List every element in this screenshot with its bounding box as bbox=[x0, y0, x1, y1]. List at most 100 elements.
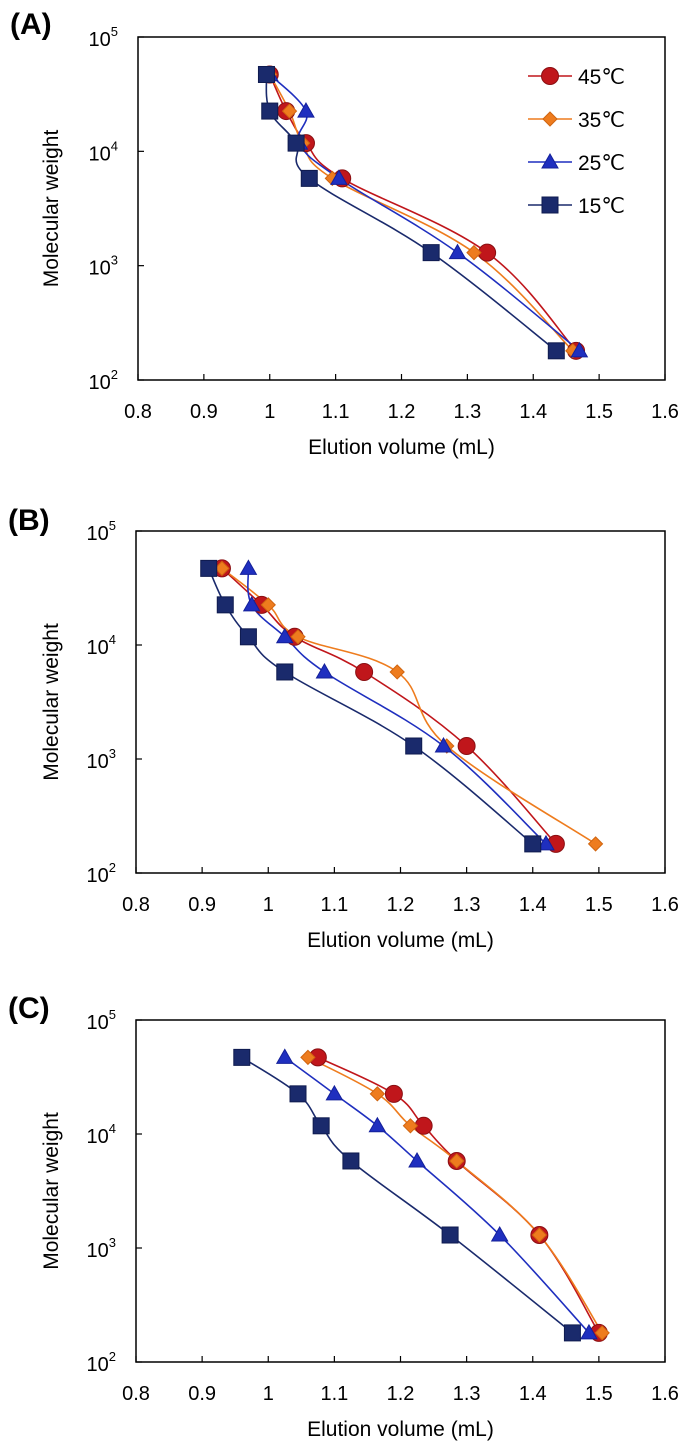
data-point-triangle bbox=[434, 737, 453, 753]
x-tick-label: 1.6 bbox=[651, 894, 679, 916]
data-point-square bbox=[422, 244, 440, 262]
y-tick-base: 10 bbox=[89, 372, 111, 394]
data-point-diamond bbox=[260, 597, 276, 613]
data-point-diamond bbox=[389, 664, 405, 680]
y-tick-exponent: 3 bbox=[109, 746, 116, 761]
data-point-triangle bbox=[325, 1084, 344, 1101]
x-tick-label: 1.6 bbox=[651, 1383, 679, 1405]
legend-label: 15℃ bbox=[578, 195, 625, 218]
x-axis-label: Elution volume (mL) bbox=[308, 436, 495, 459]
series-line-triangle bbox=[269, 73, 580, 352]
x-tick-label: 0.8 bbox=[122, 1383, 150, 1405]
x-tick-label: 1.2 bbox=[387, 1383, 415, 1405]
y-axis-label: Molecular weight bbox=[40, 623, 63, 781]
data-point-square bbox=[524, 835, 542, 853]
y-tick-exponent: 5 bbox=[111, 24, 118, 39]
data-point-triangle bbox=[580, 1323, 598, 1340]
y-tick-base: 10 bbox=[87, 865, 109, 887]
chart-panel-b: (B)0.8 0.9 1 1.1 1.2 1.3 1.4 1.5 1.6102103104105… bbox=[8, 504, 679, 952]
y-tick-base: 10 bbox=[87, 1354, 109, 1376]
legend-label: 25℃ bbox=[578, 152, 625, 175]
series-line-triangle bbox=[247, 568, 547, 845]
x-tick-label: 1.4 bbox=[519, 401, 547, 423]
series-line-circle bbox=[317, 1056, 600, 1334]
x-tick-label: 0.9 bbox=[188, 1383, 216, 1405]
x-tick-label: 1.4 bbox=[519, 1383, 547, 1405]
x-tick-label: 1 bbox=[263, 894, 274, 916]
y-tick-base: 10 bbox=[89, 258, 111, 280]
data-point-triangle bbox=[239, 559, 258, 575]
y-tick-base: 10 bbox=[87, 1240, 109, 1262]
y-tick-base: 10 bbox=[89, 143, 111, 165]
data-point-triangle bbox=[490, 1226, 509, 1242]
x-tick-label: 1 bbox=[263, 1383, 274, 1405]
x-tick-label: 1.3 bbox=[453, 401, 481, 423]
y-tick-label: 104 bbox=[87, 1121, 116, 1148]
data-point-diamond bbox=[402, 1118, 419, 1134]
legend-marker-diamond bbox=[542, 111, 558, 127]
data-point-square bbox=[563, 1324, 581, 1342]
data-point-square bbox=[257, 65, 275, 83]
x-tick-label: 1.1 bbox=[322, 401, 350, 423]
y-tick-exponent: 4 bbox=[109, 632, 116, 647]
x-axis-label: Elution volume (mL) bbox=[307, 929, 494, 952]
y-tick-label: 105 bbox=[87, 518, 116, 545]
legend-label: 45℃ bbox=[578, 66, 625, 89]
legend-marker-triangle bbox=[541, 152, 559, 169]
data-point-diamond bbox=[594, 1325, 610, 1341]
legend-marker-circle bbox=[541, 67, 559, 85]
x-tick-label: 1.1 bbox=[320, 1383, 348, 1405]
data-point-square bbox=[287, 134, 305, 152]
data-point-triangle bbox=[570, 341, 589, 358]
y-tick-label: 103 bbox=[87, 1235, 116, 1262]
y-tick-base: 10 bbox=[87, 523, 109, 545]
y-tick-base: 10 bbox=[89, 29, 111, 51]
y-tick-exponent: 5 bbox=[109, 518, 116, 533]
data-point-square bbox=[405, 737, 423, 755]
data-point-diamond bbox=[369, 1086, 386, 1102]
y-tick-label: 102 bbox=[89, 367, 118, 394]
panel-label: (B) bbox=[8, 504, 50, 537]
x-tick-label: 0.9 bbox=[188, 894, 216, 916]
data-point-triangle bbox=[408, 1151, 426, 1168]
legend: 45℃ 35℃ 25℃ 15℃ bbox=[528, 66, 625, 218]
x-axis-label: Elution volume (mL) bbox=[307, 1418, 494, 1441]
x-tick-label: 1.1 bbox=[320, 894, 348, 916]
x-tick-label: 0.8 bbox=[122, 894, 150, 916]
y-tick-base: 10 bbox=[87, 1012, 109, 1034]
y-tick-exponent: 3 bbox=[109, 1235, 116, 1250]
y-tick-label: 104 bbox=[87, 632, 116, 659]
data-point-triangle bbox=[368, 1116, 387, 1133]
data-point-diamond bbox=[281, 103, 298, 119]
legend-label: 35℃ bbox=[578, 109, 625, 132]
data-point-square bbox=[441, 1226, 459, 1244]
x-tick-label: 0.9 bbox=[190, 401, 218, 423]
x-tick-label: 1.5 bbox=[585, 894, 613, 916]
panel-label: (A) bbox=[10, 8, 52, 41]
y-tick-label: 105 bbox=[89, 24, 118, 51]
y-axis-label: Molecular weight bbox=[40, 1112, 63, 1270]
data-point-square bbox=[216, 596, 234, 614]
data-point-triangle bbox=[330, 169, 348, 185]
data-point-circle bbox=[355, 662, 374, 681]
y-tick-label: 104 bbox=[89, 138, 118, 165]
data-point-triangle bbox=[537, 834, 555, 851]
data-point-triangle bbox=[448, 243, 467, 260]
data-point-triangle bbox=[275, 627, 294, 644]
x-tick-label: 1.2 bbox=[387, 894, 415, 916]
y-tick-base: 10 bbox=[87, 637, 109, 659]
data-point-square bbox=[200, 559, 218, 577]
data-point-diamond bbox=[290, 629, 306, 645]
series-line-diamond bbox=[269, 74, 574, 352]
y-tick-label: 102 bbox=[87, 860, 116, 887]
data-point-square bbox=[289, 1085, 307, 1103]
y-tick-base: 10 bbox=[87, 751, 109, 773]
data-point-diamond bbox=[214, 560, 230, 577]
series-line-diamond bbox=[307, 1056, 603, 1334]
data-point-square bbox=[300, 169, 318, 187]
data-point-diamond bbox=[466, 244, 482, 261]
x-tick-label: 1.6 bbox=[651, 401, 679, 423]
data-point-square bbox=[239, 628, 257, 646]
data-point-triangle bbox=[242, 595, 261, 612]
